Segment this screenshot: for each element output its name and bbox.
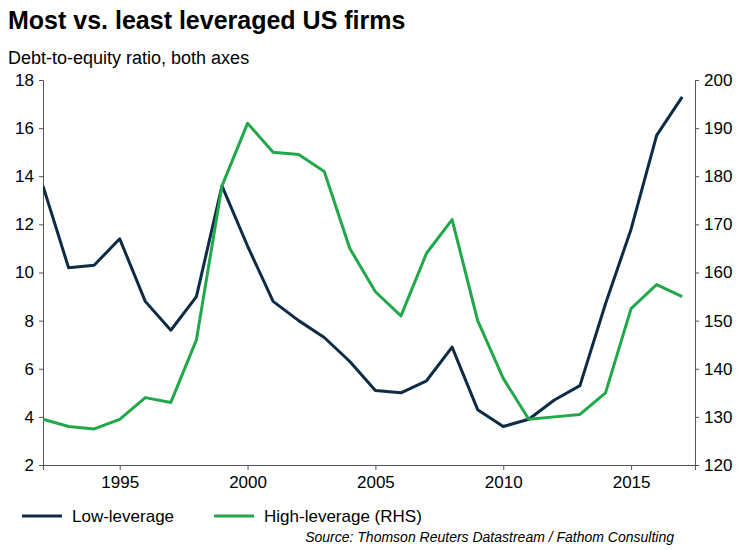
tick-mark — [695, 465, 699, 466]
series-line — [43, 123, 682, 429]
legend-label: Low-leverage — [72, 507, 174, 526]
tick-mark — [375, 465, 376, 470]
chart: Most vs. least leveraged US firms Debt-to… — [0, 0, 745, 550]
tick: 10 — [15, 263, 43, 282]
tick-mark — [631, 465, 632, 470]
tick: 18 — [15, 71, 43, 90]
tick-label: 6 — [25, 360, 34, 379]
tick: 16 — [15, 119, 43, 138]
title: Most vs. least leveraged US firms — [8, 6, 405, 34]
tick-mark — [120, 465, 121, 470]
tick-mark — [695, 273, 699, 274]
tick: 6 — [25, 360, 43, 379]
y2-axis: 120 130 140 150 160 170 180 190 200 — [695, 71, 732, 475]
tick: 130 — [695, 408, 732, 427]
tick: 4 — [25, 408, 43, 427]
series-line — [43, 97, 682, 427]
source: Source: Thomson Reuters Datastream / Fat… — [305, 529, 674, 545]
tick-mark — [695, 224, 699, 225]
tick: 2 — [25, 456, 43, 475]
tick-mark — [695, 321, 699, 322]
tick-mark — [503, 465, 504, 470]
tick-label: 170 — [704, 215, 732, 234]
tick: 180 — [695, 167, 732, 186]
tick: 8 — [25, 312, 43, 331]
axis-line — [696, 81, 700, 466]
subtitle: Debt-to-equity ratio, both axes — [8, 48, 249, 68]
tick: 150 — [695, 312, 732, 331]
plot-area — [43, 97, 682, 429]
legend-swatch — [214, 515, 254, 518]
tick: 140 — [695, 360, 732, 379]
tick: 2005 — [357, 465, 395, 492]
legend: Low-leverage High-leverage (RHS) — [22, 507, 422, 526]
legend-item: High-leverage (RHS) — [214, 507, 422, 526]
tick: 2000 — [229, 465, 267, 492]
tick-label: 2005 — [357, 473, 395, 492]
tick-mark — [695, 176, 699, 177]
tick: 160 — [695, 263, 732, 282]
tick: 120 — [695, 456, 732, 475]
tick-label: 12 — [15, 215, 34, 234]
tick-mark — [39, 369, 43, 370]
tick-mark — [248, 465, 249, 470]
tick-mark — [695, 128, 699, 129]
tick-mark — [695, 80, 699, 81]
tick-mark — [39, 224, 43, 225]
legend-label: High-leverage (RHS) — [264, 507, 422, 526]
tick-mark — [695, 369, 699, 370]
tick-label: 200 — [704, 71, 732, 90]
tick-label: 14 — [15, 167, 34, 186]
tick-label: 120 — [704, 456, 732, 475]
axis-line — [39, 81, 44, 466]
tick-label: 190 — [704, 119, 732, 138]
legend-swatch — [22, 515, 62, 518]
tick: 2015 — [613, 465, 651, 492]
tick: 1995 — [101, 465, 139, 492]
tick: 2010 — [485, 465, 523, 492]
tick-mark — [39, 273, 43, 274]
tick-mark — [39, 176, 43, 177]
y-axis: 2 4 6 8 10 12 14 16 18 — [15, 71, 43, 475]
tick: 170 — [695, 215, 732, 234]
tick-label: 2010 — [485, 473, 523, 492]
tick-label: 2000 — [229, 473, 267, 492]
tick-label: 1995 — [101, 473, 139, 492]
tick-label: 150 — [704, 312, 732, 331]
tick: 200 — [695, 71, 732, 90]
tick-mark — [39, 80, 43, 81]
tick-mark — [39, 465, 43, 466]
tick-mark — [39, 417, 43, 418]
tick: 14 — [15, 167, 43, 186]
axis-line — [44, 466, 696, 471]
tick-mark — [695, 417, 699, 418]
tick: 190 — [695, 119, 732, 138]
tick-mark — [39, 128, 43, 129]
tick: 12 — [15, 215, 43, 234]
legend-item: Low-leverage — [22, 507, 174, 526]
tick-label: 16 — [15, 119, 34, 138]
tick-mark — [39, 321, 43, 322]
tick-label: 130 — [704, 408, 732, 427]
tick-label: 160 — [704, 263, 732, 282]
x-axis: 1995 2000 2005 2010 2015 — [44, 465, 696, 492]
tick-label: 10 — [15, 263, 34, 282]
tick-label: 2 — [25, 456, 34, 475]
tick-label: 2015 — [613, 473, 651, 492]
tick-label: 180 — [704, 167, 732, 186]
tick-label: 8 — [25, 312, 34, 331]
tick-label: 4 — [25, 408, 34, 427]
tick-label: 18 — [15, 71, 34, 90]
tick-label: 140 — [704, 360, 732, 379]
